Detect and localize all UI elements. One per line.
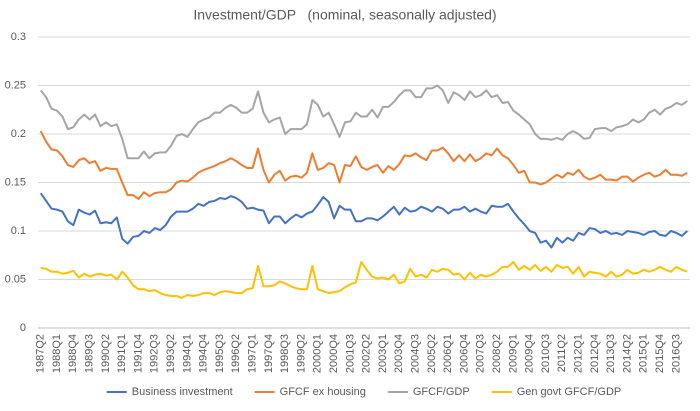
x-tick-label: 2015Q1 bbox=[638, 334, 650, 373]
x-tick-label: 1991Q4 bbox=[132, 334, 144, 373]
x-tick-label: 1988Q4 bbox=[67, 334, 79, 373]
y-tick-label: 0.3 bbox=[11, 31, 26, 43]
x-tick-label: 2013Q3 bbox=[605, 334, 617, 373]
y-tick-label: 0.2 bbox=[11, 128, 26, 140]
x-tick-label: 1994Q4 bbox=[198, 334, 210, 373]
legend-label: GFCF/GDP bbox=[413, 386, 470, 398]
y-tick-label: 0.15 bbox=[5, 176, 26, 188]
x-tick-label: 1991Q1 bbox=[116, 334, 128, 373]
legend-label: Business investment bbox=[132, 386, 233, 398]
series-line bbox=[39, 130, 688, 200]
x-tick-label: 1997Q1 bbox=[247, 334, 259, 373]
y-tick-label: 0.25 bbox=[5, 79, 26, 91]
legend-label: Gen govt GFCF/GDP bbox=[517, 386, 622, 398]
x-tick-label: 2016Q3 bbox=[670, 334, 682, 373]
x-tick-label: 2003Q1 bbox=[377, 334, 389, 373]
x-tick-label: 2008Q2 bbox=[491, 334, 503, 373]
x-tick-label: 2012Q1 bbox=[573, 334, 585, 373]
x-tick-label: 1997Q4 bbox=[263, 334, 275, 373]
x-tick-label: 1999Q2 bbox=[295, 334, 307, 373]
x-tick-label: 1992Q3 bbox=[149, 334, 161, 373]
y-tick-label: 0 bbox=[20, 322, 26, 334]
x-tick-label: 1995Q3 bbox=[214, 334, 226, 373]
x-tick-label: 2005Q2 bbox=[426, 334, 438, 373]
x-tick-label: 2001Q3 bbox=[344, 334, 356, 373]
x-tick-label: 2007Q3 bbox=[475, 334, 487, 373]
x-tick-label: 1994Q1 bbox=[181, 334, 193, 373]
x-tick-label: 2012Q4 bbox=[589, 334, 601, 373]
legend-label: GFCF ex housing bbox=[280, 386, 366, 398]
y-tick-label: 0.05 bbox=[5, 273, 26, 285]
x-tick-label: 1989Q3 bbox=[84, 334, 96, 373]
x-tick-label: 2014Q2 bbox=[621, 334, 633, 373]
x-tick-label: 2009Q4 bbox=[524, 334, 536, 373]
x-tick-label: 2000Q4 bbox=[328, 334, 340, 373]
chart-title: Investment/GDP (nominal, seasonally adju… bbox=[193, 7, 496, 23]
series-line bbox=[39, 192, 688, 249]
x-tick-label: 1990Q2 bbox=[100, 334, 112, 373]
x-tick-label: 2010Q3 bbox=[540, 334, 552, 373]
series-line bbox=[39, 84, 688, 160]
x-tick-label: 2015Q4 bbox=[654, 334, 666, 373]
x-tick-label: 2006Q1 bbox=[442, 334, 454, 373]
x-tick-label: 1987Q2 bbox=[35, 334, 47, 373]
x-tick-label: 2009Q1 bbox=[507, 334, 519, 373]
y-tick-label: 0.1 bbox=[11, 225, 26, 237]
x-tick-label: 1988Q1 bbox=[51, 334, 63, 373]
x-tick-label: 1998Q3 bbox=[279, 334, 291, 373]
x-tick-label: 2004Q3 bbox=[410, 334, 422, 373]
x-tick-label: 2002Q2 bbox=[361, 334, 373, 373]
x-tick-label: 2003Q4 bbox=[393, 334, 405, 373]
x-tick-label: 1993Q2 bbox=[165, 334, 177, 373]
x-tick-label: 1996Q2 bbox=[230, 334, 242, 373]
x-tick-label: 2006Q4 bbox=[458, 334, 470, 373]
x-tick-label: 2000Q1 bbox=[312, 334, 324, 373]
series-line bbox=[40, 261, 688, 299]
x-tick-label: 2011Q2 bbox=[556, 334, 568, 372]
